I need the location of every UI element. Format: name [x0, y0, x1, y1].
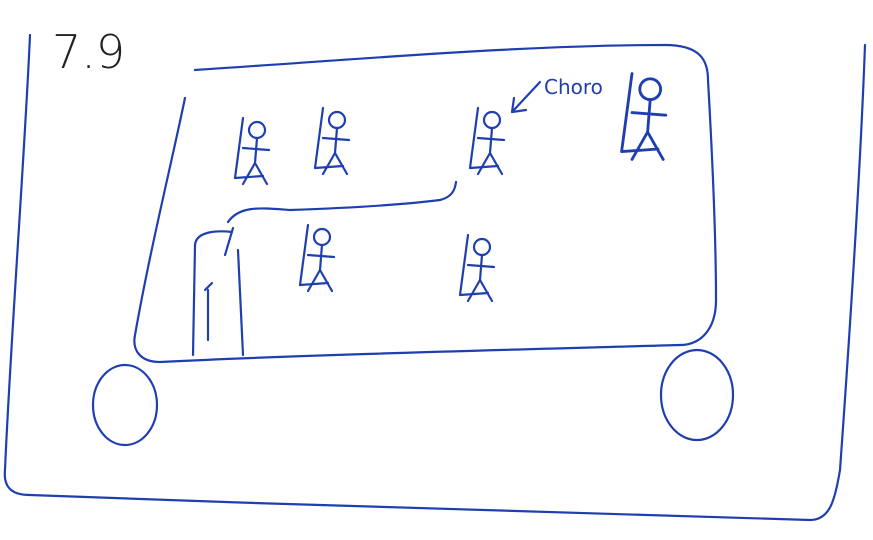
passenger	[313, 106, 351, 176]
annotation: Choro	[544, 75, 603, 99]
door	[191, 226, 245, 357]
passenger	[458, 233, 496, 303]
passenger	[468, 106, 506, 176]
front-wheel	[91, 363, 159, 447]
bus-body	[133, 43, 718, 364]
rear-wheel	[659, 348, 735, 442]
passenger	[620, 72, 668, 161]
outer-frame	[3, 33, 867, 522]
passenger	[298, 223, 336, 293]
annotation-arrow	[510, 80, 542, 114]
door-handle	[203, 281, 214, 342]
title: 7.9	[52, 25, 125, 79]
seat-divider	[226, 180, 458, 224]
passenger	[233, 116, 271, 186]
